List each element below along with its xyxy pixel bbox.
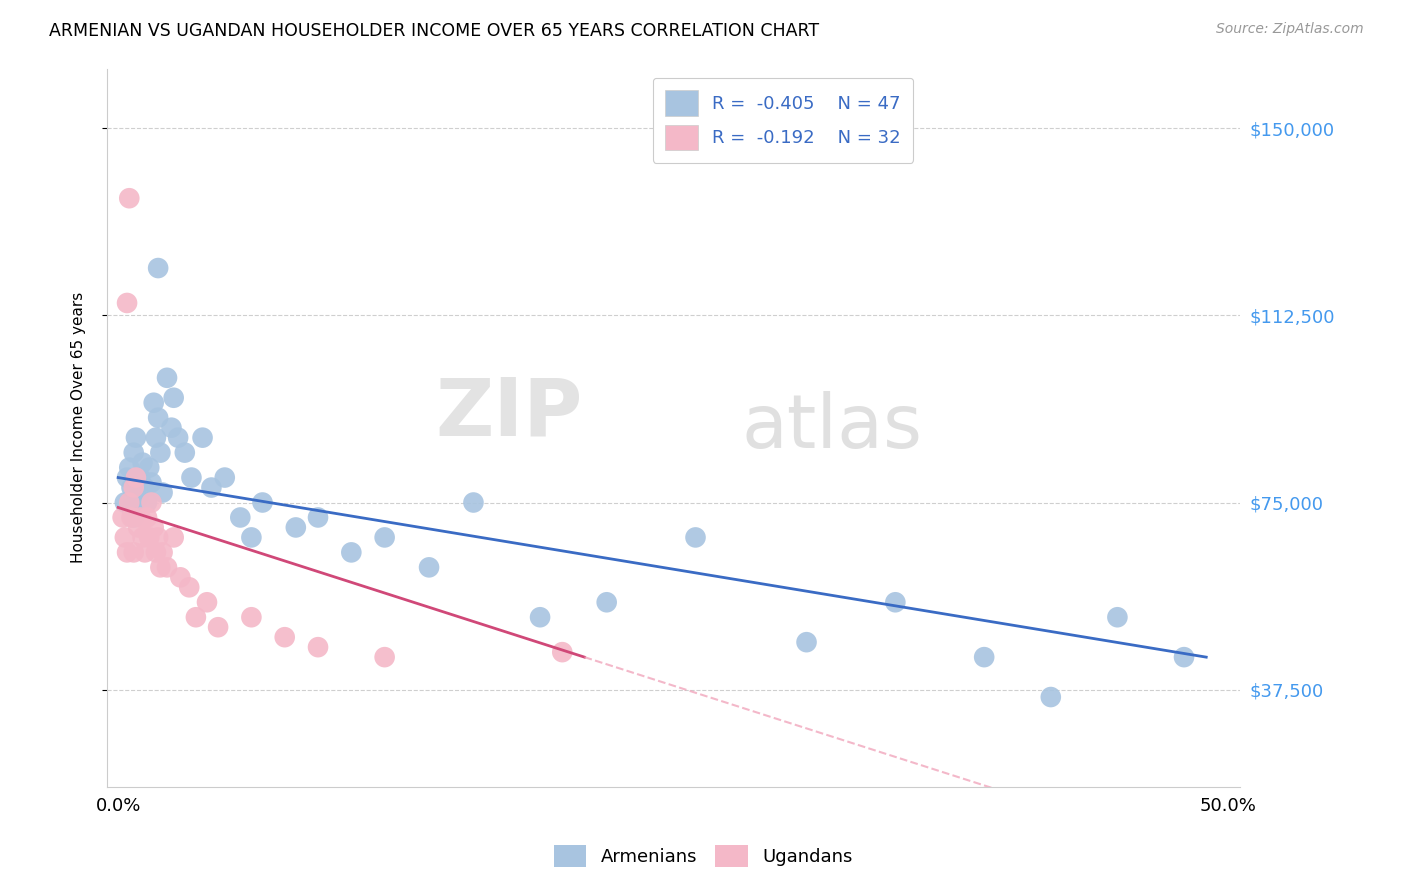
Point <box>207 620 229 634</box>
Point <box>169 570 191 584</box>
Point <box>596 595 619 609</box>
Point <box>307 640 329 655</box>
Point <box>152 545 174 559</box>
Legend: Armenians, Ugandans: Armenians, Ugandans <box>547 838 859 874</box>
Legend: R =  -0.405    N = 47, R =  -0.192    N = 32: R = -0.405 N = 47, R = -0.192 N = 32 <box>652 78 914 163</box>
Point <box>252 495 274 509</box>
Point <box>129 470 152 484</box>
Point <box>163 530 186 544</box>
Point <box>121 481 143 495</box>
Point <box>156 560 179 574</box>
Point <box>134 481 156 495</box>
Point <box>160 420 183 434</box>
Point <box>115 545 138 559</box>
Point <box>136 510 159 524</box>
Point <box>240 610 263 624</box>
Point <box>145 431 167 445</box>
Point <box>191 431 214 445</box>
Point <box>340 545 363 559</box>
Point <box>115 296 138 310</box>
Point <box>184 610 207 624</box>
Point <box>418 560 440 574</box>
Point <box>127 520 149 534</box>
Point <box>884 595 907 609</box>
Point <box>1173 650 1195 665</box>
Point <box>146 261 169 276</box>
Point <box>796 635 818 649</box>
Point <box>307 510 329 524</box>
Point <box>374 650 396 665</box>
Point <box>229 510 252 524</box>
Point <box>156 371 179 385</box>
Point <box>115 470 138 484</box>
Point <box>129 510 152 524</box>
Point <box>122 510 145 524</box>
Point <box>114 530 136 544</box>
Point <box>118 460 141 475</box>
Point <box>121 500 143 515</box>
Point <box>273 630 295 644</box>
Text: ARMENIAN VS UGANDAN HOUSEHOLDER INCOME OVER 65 YEARS CORRELATION CHART: ARMENIAN VS UGANDAN HOUSEHOLDER INCOME O… <box>49 22 820 40</box>
Point <box>138 530 160 544</box>
Point <box>551 645 574 659</box>
Point <box>145 545 167 559</box>
Point <box>146 530 169 544</box>
Point <box>125 470 148 484</box>
Point <box>167 431 190 445</box>
Point <box>195 595 218 609</box>
Point <box>141 475 163 490</box>
Point <box>141 495 163 509</box>
Point <box>1107 610 1129 624</box>
Point <box>122 545 145 559</box>
Text: Source: ZipAtlas.com: Source: ZipAtlas.com <box>1216 22 1364 37</box>
Point <box>118 191 141 205</box>
Point <box>146 410 169 425</box>
Point <box>134 545 156 559</box>
Y-axis label: Householder Income Over 65 years: Householder Income Over 65 years <box>72 292 86 564</box>
Point <box>122 481 145 495</box>
Point <box>152 485 174 500</box>
Point <box>685 530 707 544</box>
Point <box>138 460 160 475</box>
Point <box>240 530 263 544</box>
Point <box>131 456 153 470</box>
Point <box>1039 690 1062 704</box>
Point <box>125 431 148 445</box>
Point <box>136 495 159 509</box>
Point <box>179 580 201 594</box>
Point <box>173 445 195 459</box>
Point <box>122 445 145 459</box>
Point <box>149 560 172 574</box>
Point <box>142 395 165 409</box>
Point <box>149 445 172 459</box>
Point <box>163 391 186 405</box>
Point <box>529 610 551 624</box>
Text: atlas: atlas <box>741 392 922 464</box>
Point <box>180 470 202 484</box>
Point <box>121 510 143 524</box>
Point <box>111 510 134 524</box>
Point <box>200 481 222 495</box>
Point <box>973 650 995 665</box>
Point <box>214 470 236 484</box>
Point <box>114 495 136 509</box>
Point <box>118 495 141 509</box>
Point <box>284 520 307 534</box>
Point <box>463 495 485 509</box>
Text: ZIP: ZIP <box>436 375 582 452</box>
Point <box>127 491 149 505</box>
Point <box>142 520 165 534</box>
Point <box>131 530 153 544</box>
Point <box>374 530 396 544</box>
